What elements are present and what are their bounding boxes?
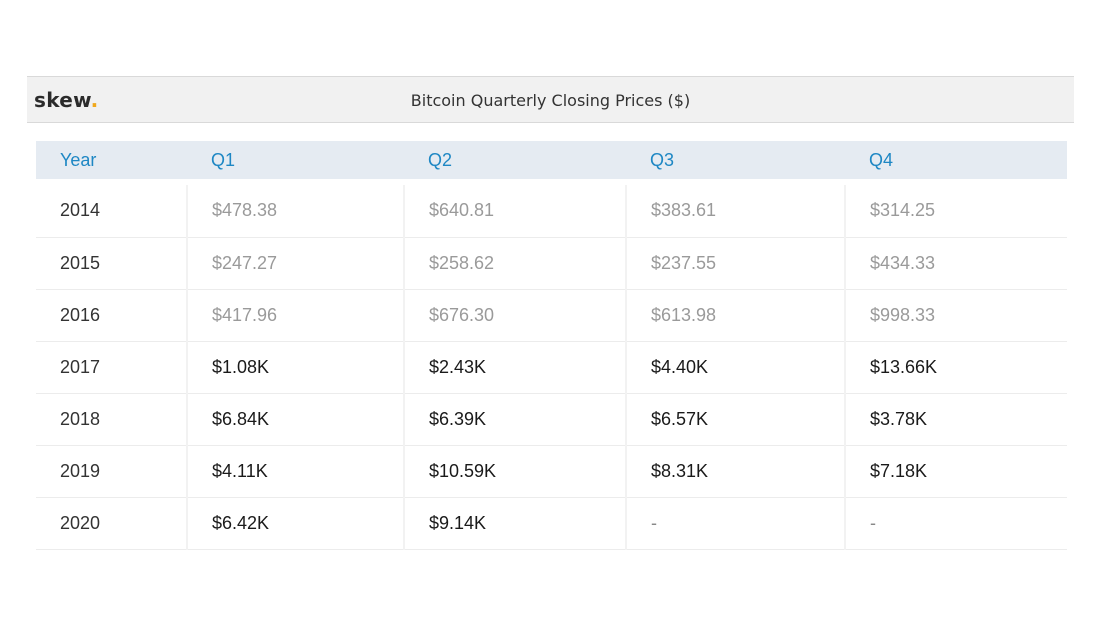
price-cell-q4: $314.25: [844, 185, 1067, 238]
table-row: 2019 $4.11K $10.59K $8.31K $7.18K: [36, 445, 1067, 498]
chart-title: Bitcoin Quarterly Closing Prices ($): [410, 91, 691, 110]
price-cell-q2: $258.62: [403, 237, 626, 290]
price-cell-q2: $676.30: [403, 289, 626, 342]
year-cell: 2017: [36, 341, 187, 394]
year-cell: 2014: [36, 185, 187, 238]
table-row: 2014 $478.38 $640.81 $383.61 $314.25: [36, 185, 1067, 238]
price-cell-q1: $247.27: [186, 237, 404, 290]
price-cell-q4: $7.18K: [844, 445, 1067, 498]
year-cell: 2019: [36, 445, 187, 498]
column-header-q4: Q4: [869, 149, 894, 170]
brand-name: skew: [34, 88, 91, 112]
year-cell: 2015: [36, 237, 187, 290]
table-row: 2020 $6.42K $9.14K - -: [36, 497, 1067, 550]
price-cell-q4: $13.66K: [844, 341, 1067, 394]
brand-logo: skew.: [34, 88, 99, 112]
table-body: 2014 $478.38 $640.81 $383.61 $314.25 2015 $247…: [36, 179, 1067, 550]
table-row: 2015 $247.27 $258.62 $237.55 $434.33: [36, 237, 1067, 290]
price-cell-q1: $478.38: [186, 185, 404, 238]
column-header-q2: Q2: [428, 149, 453, 170]
column-header-year: Year: [60, 149, 97, 170]
year-cell: 2020: [36, 497, 187, 550]
price-cell-q2: $10.59K: [403, 445, 626, 498]
table-row: 2018 $6.84K $6.39K $6.57K $3.78K: [36, 393, 1067, 446]
price-cell-q2: $640.81: [403, 185, 626, 238]
price-cell-q3: -: [625, 497, 845, 550]
price-cell-q2: $2.43K: [403, 341, 626, 394]
price-cell-q4: -: [844, 497, 1067, 550]
column-header-q1: Q1: [211, 149, 236, 170]
price-cell-q1: $417.96: [186, 289, 404, 342]
price-cell-q3: $4.40K: [625, 341, 845, 394]
price-cell-q1: $6.42K: [186, 497, 404, 550]
price-cell-q3: $6.57K: [625, 393, 845, 446]
price-cell-q2: $6.39K: [403, 393, 626, 446]
header-bar: skew. Bitcoin Quarterly Closing Prices (…: [27, 76, 1074, 123]
price-cell-q4: $998.33: [844, 289, 1067, 342]
price-cell-q1: $4.11K: [186, 445, 404, 498]
price-cell-q4: $3.78K: [844, 393, 1067, 446]
price-table: Year Q1 Q2 Q3 Q4 2014 $478.38 $640.81 $383.…: [36, 141, 1067, 550]
price-cell-q1: $6.84K: [186, 393, 404, 446]
price-cell-q1: $1.08K: [186, 341, 404, 394]
brand-dot: .: [90, 88, 99, 112]
price-cell-q4: $434.33: [844, 237, 1067, 290]
table-row: 2017 $1.08K $2.43K $4.40K $13.66K: [36, 341, 1067, 394]
table-header-row: Year Q1 Q2 Q3 Q4: [36, 141, 1067, 179]
column-header-q3: Q3: [650, 149, 675, 170]
price-cell-q3: $237.55: [625, 237, 845, 290]
year-cell: 2018: [36, 393, 187, 446]
price-cell-q2: $9.14K: [403, 497, 626, 550]
price-cell-q3: $8.31K: [625, 445, 845, 498]
price-cell-q3: $613.98: [625, 289, 845, 342]
year-cell: 2016: [36, 289, 187, 342]
price-cell-q3: $383.61: [625, 185, 845, 238]
table-row: 2016 $417.96 $676.30 $613.98 $998.33: [36, 289, 1067, 342]
